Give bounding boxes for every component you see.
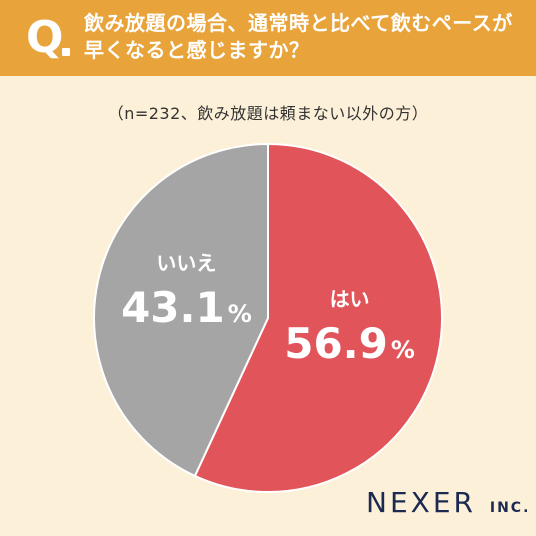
q-dot-icon (62, 48, 70, 56)
logo-suffix: INC. (489, 500, 531, 516)
pie-slice-no (93, 142, 269, 478)
slice-label: いいえ (156, 251, 216, 275)
question-header: Q 飲み放題の場合、通常時と比べて飲むペースが早くなると感じますか？ (0, 0, 536, 76)
pie-slice-yes (193, 142, 443, 493)
logo-name: NEXER (366, 486, 476, 519)
q-mark: Q (26, 12, 64, 63)
slice-value: 56.9% (284, 319, 415, 368)
question-text: 飲み放題の場合、通常時と比べて飲むペースが早くなると感じますか？ (84, 11, 513, 62)
company-logo: NEXER INC. (366, 486, 530, 519)
slice-label: はい (330, 287, 370, 311)
slice-value: 43.1% (121, 283, 252, 332)
sample-note: （n=232、飲み放題は頼まない以外の方） (107, 104, 429, 123)
